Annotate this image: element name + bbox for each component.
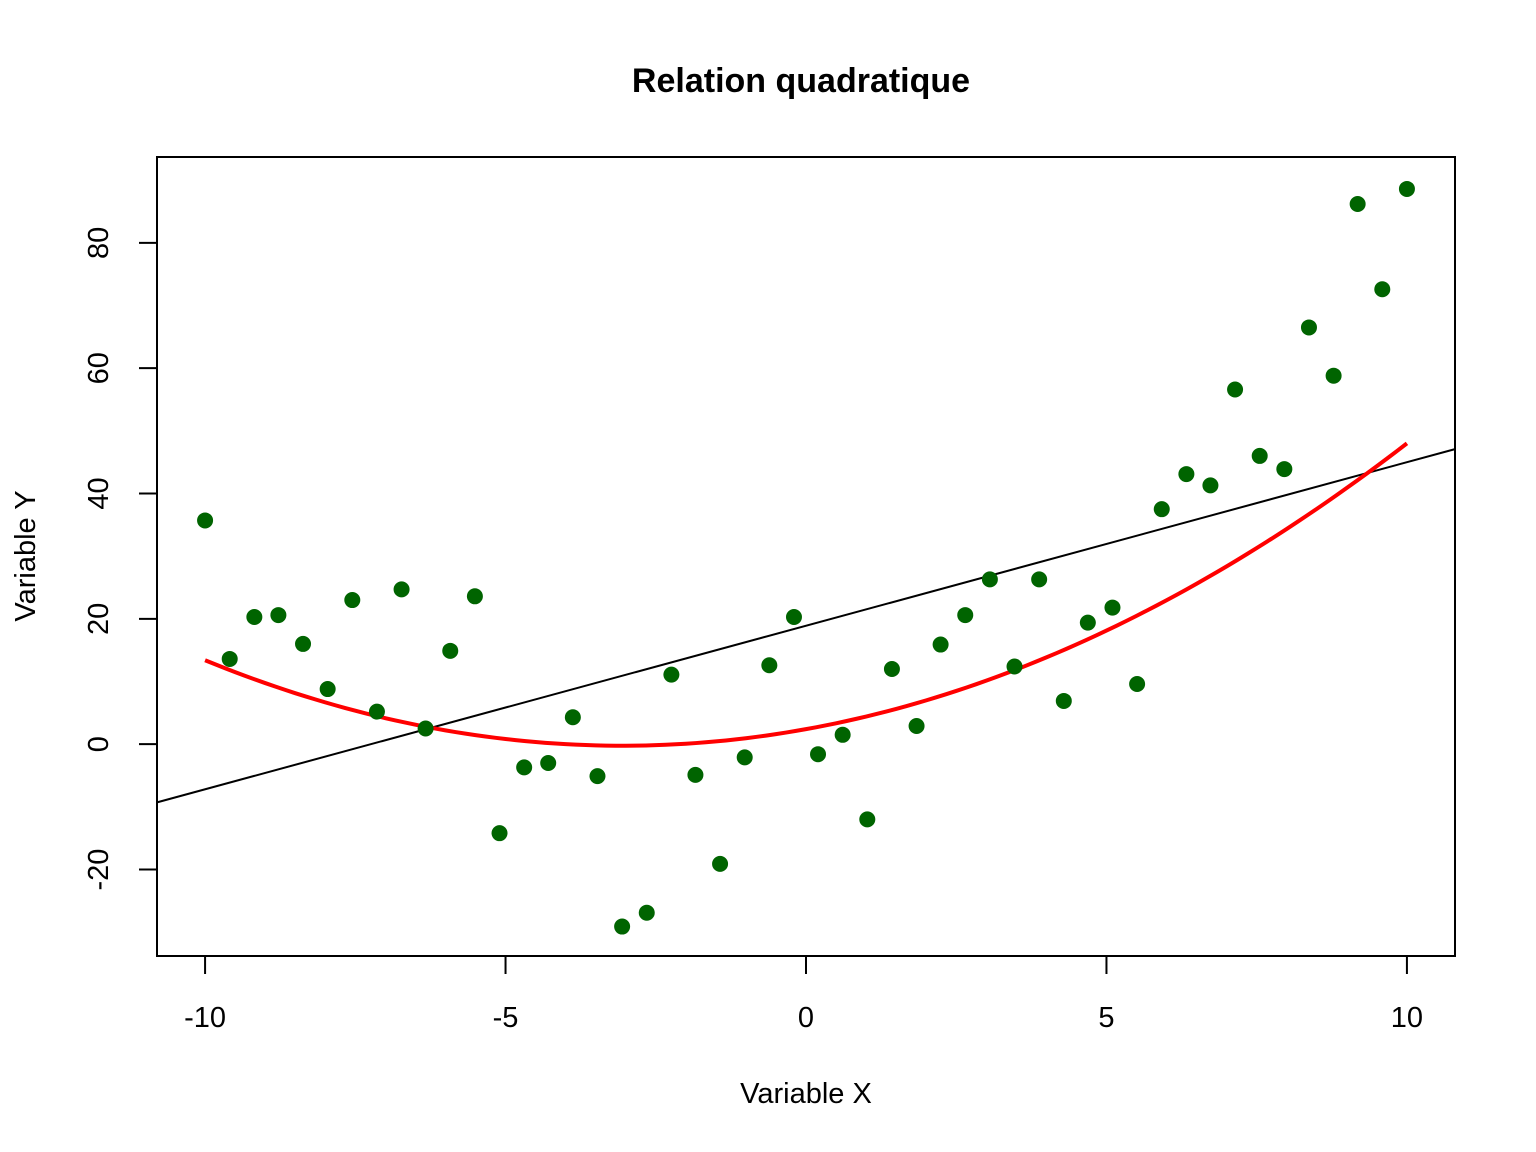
data-point	[663, 666, 680, 683]
y-tick-label: -20	[83, 849, 115, 891]
data-point	[761, 657, 778, 674]
data-point	[1178, 466, 1195, 483]
data-point	[393, 581, 410, 598]
data-point	[834, 726, 851, 743]
y-axis-label: Variable Y	[10, 490, 42, 621]
linear-fit-line	[156, 448, 1456, 804]
data-point	[1349, 196, 1366, 212]
data-point	[883, 660, 900, 677]
data-point	[197, 512, 214, 529]
data-point	[270, 607, 287, 624]
data-point	[1202, 477, 1219, 494]
data-point	[1055, 692, 1072, 709]
data-point	[1153, 501, 1170, 518]
data-point	[1325, 367, 1342, 384]
data-point	[246, 608, 263, 625]
axes: -10 -5 0 5 10 -20 0 20 40 60 80	[83, 227, 1423, 1034]
plot-frame	[156, 156, 1456, 957]
x-tick-label: 10	[1391, 1002, 1423, 1034]
y-tick-label: 40	[83, 477, 115, 509]
data-point	[319, 681, 336, 698]
data-point	[491, 825, 508, 842]
data-point	[687, 766, 704, 783]
data-point	[1251, 447, 1268, 464]
y-tick-label: 80	[83, 227, 115, 259]
data-point	[859, 811, 876, 828]
data-point	[1031, 571, 1048, 588]
data-point	[1300, 319, 1317, 336]
data-point	[1079, 614, 1096, 631]
y-tick-label: 0	[83, 736, 115, 752]
data-point	[368, 703, 385, 720]
data-point	[1129, 676, 1146, 693]
data-point	[1398, 180, 1415, 197]
data-point	[614, 918, 631, 935]
data-point	[221, 650, 238, 667]
data-point	[785, 608, 802, 625]
data-point	[442, 642, 459, 659]
data-point	[712, 855, 729, 872]
chart-title: Relation quadratique	[632, 62, 970, 100]
data-point	[417, 720, 434, 737]
data-point	[1227, 381, 1244, 398]
data-point	[1374, 281, 1391, 298]
data-point	[516, 759, 533, 776]
data-point	[957, 607, 974, 624]
y-tick-label: 20	[83, 603, 115, 635]
data-point	[908, 718, 925, 735]
data-point	[295, 635, 312, 652]
data-point	[540, 754, 557, 771]
data-point	[344, 592, 361, 609]
x-tick-label: 5	[1098, 1002, 1114, 1034]
x-axis-label: Variable X	[740, 1078, 872, 1110]
data-points	[197, 180, 1415, 935]
data-point	[1276, 461, 1293, 478]
data-point	[1104, 599, 1121, 616]
data-point	[1006, 658, 1023, 675]
data-point	[736, 749, 753, 766]
data-point	[932, 636, 949, 653]
x-tick-label: 0	[798, 1002, 814, 1034]
data-point	[564, 709, 581, 726]
quadratic-fit-curve	[204, 441, 1409, 748]
fit-lines	[156, 441, 1456, 804]
data-point	[466, 588, 483, 605]
data-point	[589, 768, 606, 785]
x-tick-label: -10	[184, 1002, 226, 1034]
y-tick-label: 60	[83, 352, 115, 384]
data-point	[981, 571, 998, 588]
x-tick-label: -5	[493, 1002, 519, 1034]
data-point	[638, 904, 655, 921]
data-point	[810, 746, 827, 763]
